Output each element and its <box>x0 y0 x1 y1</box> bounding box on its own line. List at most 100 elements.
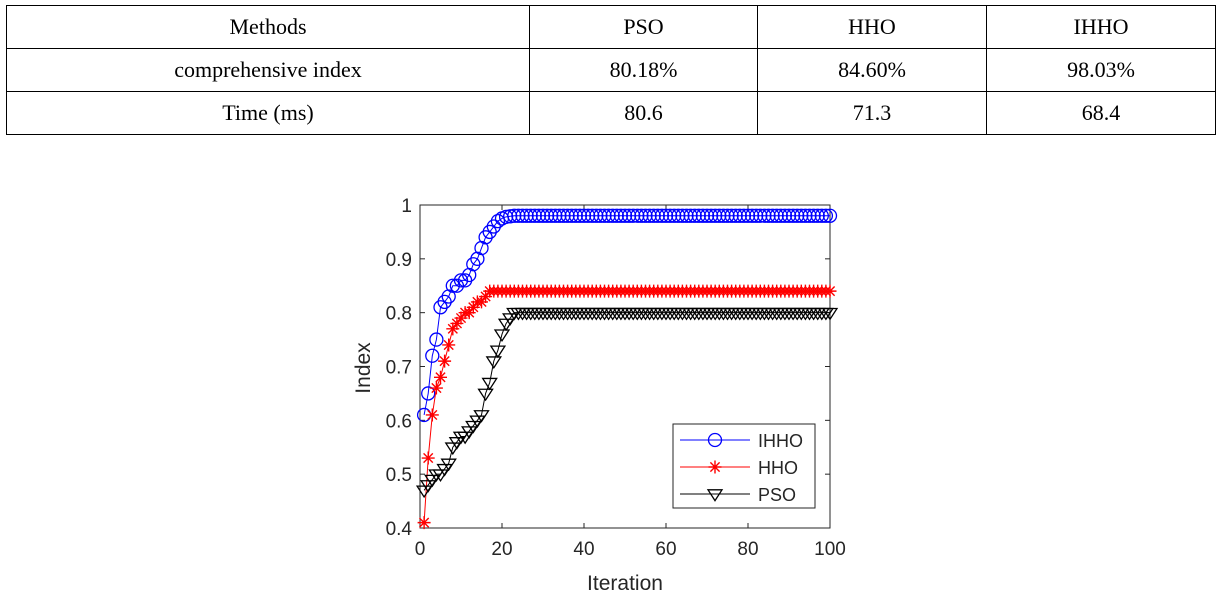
data-point-ihho <box>777 208 793 223</box>
data-point-ihho <box>560 208 575 223</box>
data-point-ihho <box>806 208 821 223</box>
data-point-ihho <box>572 208 588 223</box>
data-point-ihho <box>511 208 526 223</box>
data-point-ihho <box>687 208 702 223</box>
data-point-ihho <box>740 208 756 223</box>
data-point-ihho <box>650 208 665 223</box>
y-tick-label: 1 <box>401 196 412 217</box>
data-point-ihho <box>736 208 752 223</box>
data-point-ihho <box>539 208 555 223</box>
data-point-ihho <box>708 208 723 223</box>
data-point-ihho <box>568 208 583 223</box>
table-header-cell: Methods <box>6 5 530 49</box>
table-cell: 80.18% <box>529 48 758 92</box>
data-point-ihho <box>679 208 694 223</box>
y-tick-label: 0.9 <box>386 250 412 271</box>
table-header-cell: HHO <box>757 5 987 49</box>
data-point-ihho <box>814 208 829 223</box>
data-point-ihho <box>580 208 596 223</box>
data-point-ihho <box>785 208 801 223</box>
data-point-ihho <box>757 208 772 223</box>
data-point-ihho <box>822 208 838 223</box>
data-point-ihho <box>556 208 571 223</box>
data-point-ihho <box>605 208 620 223</box>
data-point-ihho <box>781 208 797 223</box>
data-point-ihho <box>490 213 506 229</box>
data-point-ihho <box>675 208 690 223</box>
data-point-ihho <box>699 208 715 223</box>
data-point-ihho <box>810 208 825 223</box>
data-point-ihho <box>769 208 784 223</box>
legend-marker-hho <box>708 460 722 474</box>
data-point-ihho <box>761 208 776 223</box>
x-axis-label: Iteration <box>587 572 663 595</box>
y-tick-label: 0.4 <box>386 519 413 540</box>
x-tick-label: 60 <box>655 539 676 560</box>
comparison-table: Methods PSO HHO IHHO comprehensive index… <box>6 5 1216 135</box>
data-point-ihho <box>798 208 813 223</box>
y-tick-label: 0.8 <box>386 304 412 325</box>
data-point-ihho <box>544 208 559 223</box>
data-point-ihho <box>425 348 440 363</box>
data-point-ihho <box>552 208 567 223</box>
data-point-pso <box>821 307 839 321</box>
data-point-ihho <box>445 278 460 293</box>
data-point-ihho <box>749 208 764 223</box>
data-point-ihho <box>794 208 809 223</box>
table-cell: 71.3 <box>757 91 987 135</box>
data-point-pso <box>485 356 502 369</box>
data-point-ihho <box>638 208 653 223</box>
table-cell: Time (ms) <box>6 91 530 135</box>
data-point-ihho <box>531 208 547 223</box>
data-point-hho <box>421 451 435 465</box>
y-tick-label: 0.6 <box>386 411 412 432</box>
data-point-hho <box>450 316 464 330</box>
data-point-hho <box>446 322 460 336</box>
data-point-ihho <box>617 208 633 223</box>
data-point-hho <box>454 311 468 325</box>
legend-marker-ihho <box>707 432 723 448</box>
data-point-ihho <box>720 208 735 223</box>
data-point-ihho <box>646 208 661 223</box>
data-point-ihho <box>576 208 592 223</box>
data-point-hho <box>466 300 480 314</box>
series-line-pso <box>423 312 830 491</box>
data-point-ihho <box>667 208 682 223</box>
data-point-ihho <box>527 208 542 223</box>
data-point-hho <box>434 370 447 384</box>
data-point-ihho <box>515 208 530 223</box>
table-cell: 80.6 <box>529 91 758 135</box>
data-point-ihho <box>654 208 670 223</box>
data-point-ihho <box>634 208 649 223</box>
data-point-hho <box>442 338 456 352</box>
data-point-pso <box>493 329 511 343</box>
data-point-ihho <box>523 208 538 223</box>
data-point-ihho <box>818 208 834 223</box>
data-point-ihho <box>503 209 518 224</box>
data-point-ihho <box>712 208 727 223</box>
data-point-ihho <box>630 208 645 223</box>
plot-area: 0 20 40 60 80 100 0.4 0.5 0.6 0.7 0.8 0.9 1 <box>386 196 846 560</box>
data-point-ihho <box>662 208 678 223</box>
data-point-hho <box>425 408 439 422</box>
data-point-hho <box>429 381 443 395</box>
data-point-ihho <box>564 208 579 223</box>
data-point-ihho <box>621 208 637 223</box>
table-header-cell: PSO <box>529 5 758 49</box>
data-point-ihho <box>728 208 743 223</box>
data-point-ihho <box>429 332 444 347</box>
table-cell: 68.4 <box>986 91 1216 135</box>
data-point-ihho <box>519 208 534 223</box>
data-point-ihho <box>507 208 522 223</box>
data-point-ihho <box>732 208 747 223</box>
data-point-pso <box>473 410 490 423</box>
data-point-ihho <box>421 386 436 401</box>
data-point-ihho <box>691 208 706 223</box>
table-row: Time (ms) 80.6 71.3 68.4 <box>6 91 1216 135</box>
y-tick-label: 0.5 <box>386 465 412 486</box>
data-point-ihho <box>589 208 604 223</box>
data-point-ihho <box>626 208 641 223</box>
data-point-ihho <box>724 208 739 223</box>
data-point-ihho <box>753 208 768 223</box>
